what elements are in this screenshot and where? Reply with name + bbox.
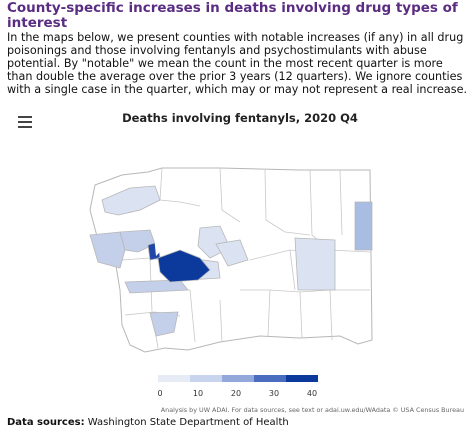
county-south-central-strip bbox=[124, 279, 189, 294]
sources-label: Data sources: bbox=[7, 417, 85, 428]
county-extra-shade bbox=[215, 239, 249, 267]
hamburger-menu-icon[interactable] bbox=[18, 115, 34, 129]
legend-tick-2: 20 bbox=[231, 389, 241, 398]
legend-bin-0 bbox=[158, 375, 190, 382]
legend-tick-3: 30 bbox=[269, 389, 279, 398]
intro-paragraph: In the maps below, we present counties w… bbox=[7, 31, 468, 96]
data-sources: Data sources: Washington State Departmen… bbox=[7, 417, 469, 428]
county-far-west-central bbox=[119, 229, 156, 253]
county-pierce bbox=[157, 249, 211, 283]
legend-tick-4: 40 bbox=[307, 389, 317, 398]
county-central-eastern bbox=[294, 237, 336, 291]
county-map bbox=[89, 167, 373, 353]
sources-value: Washington State Department of Health bbox=[87, 417, 289, 428]
county-eastern-border bbox=[354, 201, 373, 251]
legend-bin-4 bbox=[286, 375, 318, 382]
county-western-coast bbox=[89, 231, 126, 269]
section-heading: County-specific increases in deaths invo… bbox=[7, 0, 458, 31]
legend-tick-1: 10 bbox=[193, 389, 203, 398]
county-south-central-tip bbox=[149, 311, 179, 337]
legend-bin-2 bbox=[222, 375, 254, 382]
map-title: Deaths involving fentanyls, 2020 Q4 bbox=[122, 111, 358, 125]
legend-tick-0: 0 bbox=[157, 389, 162, 398]
map-legend: 0 10 20 30 40 bbox=[157, 375, 318, 398]
legend-bin-1 bbox=[190, 375, 222, 382]
puget-sound-water bbox=[154, 236, 162, 256]
legend-bin-3 bbox=[254, 375, 286, 382]
county-northern-peninsula bbox=[101, 185, 161, 216]
map-attribution: Analysis by UW ADAI. For data sources, s… bbox=[160, 406, 464, 414]
